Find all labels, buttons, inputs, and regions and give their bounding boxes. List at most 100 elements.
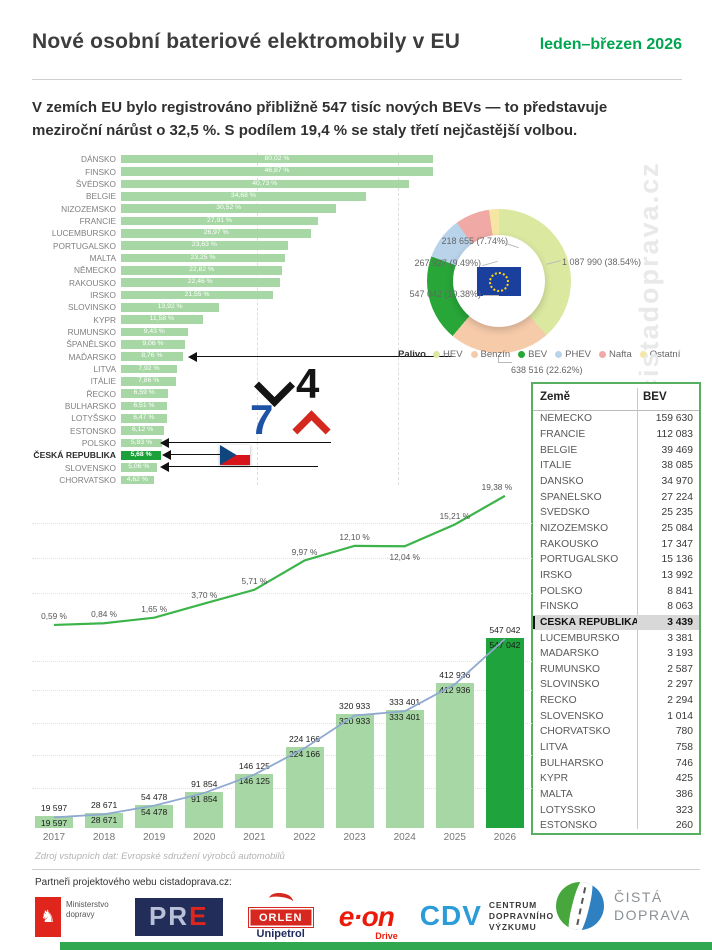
country-bar: 6,12 % — [121, 426, 165, 436]
ministry-line-1: Ministerstvo — [66, 899, 109, 909]
year-bar-label-inner: 146 125 — [238, 775, 270, 786]
table-row: LUCEMBURSKO 3 381 — [533, 630, 699, 646]
table-cell-value: 17 347 — [661, 538, 694, 550]
country-bar-value: 5,83 % — [130, 438, 153, 446]
country-bar-value: 34,68 % — [230, 191, 256, 199]
table-row: BULHARSKO 746 — [533, 755, 699, 771]
country-bar: 22,46 % — [121, 278, 280, 287]
year-bar-label-outer: 54 478 — [141, 791, 168, 802]
leader-line — [483, 295, 499, 296]
table-cell-value: 1 014 — [667, 710, 693, 722]
table-cell-country: ŘECKO — [540, 695, 577, 707]
country-bar-row: MALTA 23,25 % — [32, 252, 432, 264]
arrow-line-madarsko — [191, 356, 453, 357]
brand-line-2: DOPRAVA — [614, 907, 691, 923]
table-row: SLOVINSKO 2 297 — [533, 677, 699, 693]
table-cell-value: 13 992 — [661, 569, 694, 581]
country-label: ŠPANĚLSKO — [66, 339, 116, 350]
country-label: ESTONSKO — [70, 425, 116, 436]
legend-dot — [555, 351, 563, 358]
country-bar: 7,86 % — [121, 377, 177, 386]
year-axis-label: 2018 — [92, 832, 116, 843]
donut-callout: 267 927 (9.49%) — [414, 258, 481, 268]
country-bar: 26,97 % — [121, 228, 312, 238]
orlen-unipetrol-logo[interactable]: ORLEN Unipetrol — [248, 891, 313, 940]
year-bar-label-outer: 320 933 — [339, 701, 371, 712]
czech-lion-icon: ♞ — [35, 896, 61, 937]
table-row: BELGIE 39 469 — [533, 442, 699, 458]
country-bar: 6,59 % — [121, 389, 168, 398]
table-cell-country: SLOVENSKO — [540, 710, 604, 722]
country-bar-value: 26,97 % — [203, 228, 229, 236]
table-cell-value: 34 970 — [661, 475, 694, 487]
table-row: CHORVATSKO 780 — [533, 724, 699, 740]
country-bar-row: ČESKÁ REPUBLIKA 5,68 % — [32, 449, 432, 461]
country-bar-row: NĚMECKO 22,82 % — [32, 264, 432, 276]
country-label: MAĎARSKO — [68, 351, 116, 362]
country-bar-track: 23,63 % — [121, 241, 433, 250]
eon-wordmark: e·on — [338, 900, 395, 932]
country-bar-value: 5,68 % — [130, 451, 152, 459]
table-cell-value: 2 294 — [667, 695, 693, 707]
table-cell-country: RAKOUSKO — [540, 538, 599, 550]
table-cell-country: FINSKO — [540, 601, 579, 613]
year-axis-label: 2017 — [42, 832, 66, 843]
country-label: SLOVINSKO — [68, 302, 116, 313]
country-label: LITVA — [93, 364, 116, 375]
table-row: ŠPANĚLSKO 27 224 — [533, 489, 699, 505]
table-cell-value: 159 630 — [655, 413, 693, 425]
pre-logo[interactable]: PR E — [134, 897, 223, 936]
country-bar-value: 11,58 % — [149, 315, 175, 323]
legend-item: Benzín — [470, 349, 511, 360]
year-bar — [435, 683, 474, 828]
year-bar — [185, 791, 224, 828]
legend-label: Benzín — [480, 349, 511, 360]
orlen-flame-icon — [267, 891, 294, 909]
year-bar — [85, 813, 124, 828]
table-cell-value: 780 — [675, 726, 693, 738]
year-bar-label-inner: 547 042 — [489, 640, 521, 650]
table-row: LITVA 758 — [533, 740, 699, 756]
year-bar-label-outer: 28 671 — [90, 800, 118, 811]
legend-dot — [599, 351, 607, 358]
cdv-line-3: VÝZKUMU — [488, 922, 537, 933]
country-bar-row: LUCEMBURSKO 26,97 % — [32, 227, 432, 239]
country-label: PORTUGALSKO — [52, 240, 116, 251]
source-note: Zdroj vstupních dat: Evropské sdružení v… — [35, 851, 285, 862]
table-cell-country: PORTUGALSKO — [540, 554, 619, 566]
country-label: IRSKO — [90, 289, 116, 300]
table-cell-value: 112 083 — [656, 428, 693, 440]
country-bar-row: PORTUGALSKO 23,63 % — [32, 239, 432, 251]
trend-combo-chart: 0,59 % 0,84 % 1,65 % 3,70 % 5,71 % 9,97 % 12,1… — [32, 482, 532, 848]
v4-numeral: 4 — [296, 360, 320, 407]
v4-blue-arrow-icon: 7 — [250, 396, 274, 443]
table-cell-country: LOTYŠSKO — [540, 804, 596, 816]
ministry-of-transport-logo[interactable]: ♞ Ministerstvo dopravy — [35, 896, 109, 937]
share-point-label: 5,71 % — [241, 575, 268, 586]
country-label: ITÁLIE — [90, 376, 116, 387]
country-label: MALTA — [89, 252, 116, 263]
country-bar: 6,47 % — [121, 414, 167, 423]
cdv-line-2: DOPRAVNÍHO — [488, 910, 554, 921]
table-row: DÁNSKO 34 970 — [533, 474, 699, 490]
table-cell-value: 746 — [675, 757, 693, 769]
cista-doprava-logo[interactable]: ČISTÁ DOPRAVA — [556, 882, 691, 930]
table-header: Země BEV — [533, 384, 699, 411]
country-bar: 22,82 % — [121, 265, 283, 275]
eon-logo[interactable]: e·on Drive — [338, 900, 398, 941]
cdv-logo[interactable]: CDV CENTRUM DOPRAVNÍHO VÝZKUMU — [420, 900, 554, 933]
table-cell-country: ČESKÁ REPUBLIKA — [540, 616, 637, 628]
year-bar-label-inner: 91 854 — [191, 793, 218, 804]
brand-line-1: ČISTÁ — [614, 888, 663, 905]
year-bar — [235, 773, 274, 828]
country-bar: 9,06 % — [121, 340, 185, 349]
table-cell-value: 3 193 — [667, 648, 693, 660]
table-row: FRANCIE 112 083 — [533, 427, 699, 443]
country-label: LUCEMBURSKO — [51, 228, 116, 239]
country-bar-track: 8,76 % — [121, 352, 433, 361]
year-bar-label-inner: 224 166 — [288, 749, 321, 760]
year-bar-label-outer: 412 936 — [439, 670, 471, 681]
country-bar: 11,58 % — [121, 315, 203, 324]
share-point-label: 0,59 % — [41, 610, 67, 621]
year-bar-label-outer: 333 401 — [389, 697, 421, 708]
